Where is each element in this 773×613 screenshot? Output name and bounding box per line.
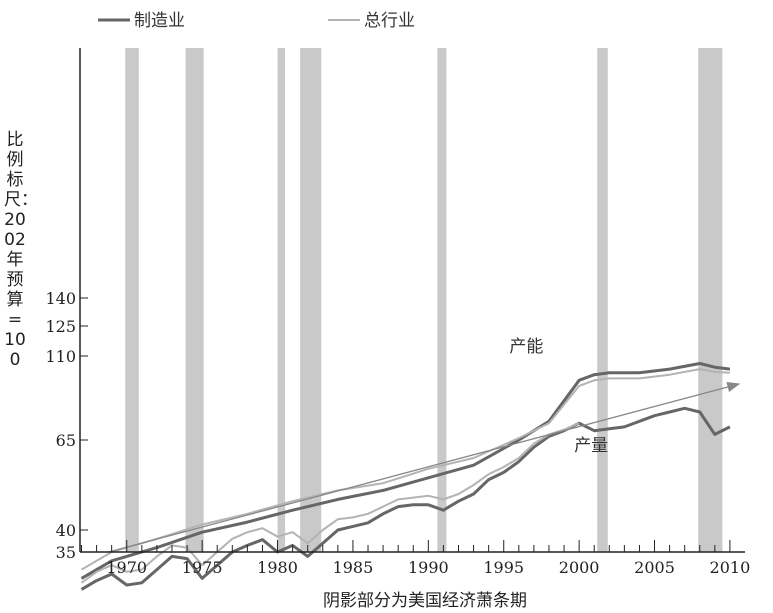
series-line-产能-制造业 <box>80 362 731 580</box>
recession-band <box>437 48 447 552</box>
trend-line-group <box>108 381 741 553</box>
x-tick-label: 1975 <box>182 558 223 577</box>
x-tick-label: 1995 <box>483 558 524 577</box>
x-tick-label: 2010 <box>710 558 751 577</box>
annotation-label: 产量 <box>574 436 608 456</box>
y-tick-label: 110 <box>45 347 76 366</box>
y-tick-label: 140 <box>45 289 76 308</box>
x-tick-label: 1980 <box>257 558 298 577</box>
trend-arrow <box>108 381 741 553</box>
y-tick-label: 125 <box>45 317 76 336</box>
series-line-产量-总行业 <box>80 422 580 584</box>
axes <box>79 48 745 553</box>
legend-label: 制造业 <box>134 11 185 31</box>
legend: 制造业 总行业 <box>98 11 415 31</box>
annotation-label: 产能 <box>509 337 543 357</box>
tick-labels: 1970 1975 1980 1985 1990 1995 2000 2005 2010 35 40… <box>45 289 750 577</box>
x-tick-label: 1970 <box>106 558 147 577</box>
recession-band <box>125 48 139 552</box>
legend-label: 总行业 <box>364 11 415 31</box>
series-lines <box>80 362 731 591</box>
x-tick-label: 1985 <box>333 558 374 577</box>
recession-band <box>277 48 286 552</box>
x-tick-label: 2005 <box>634 558 675 577</box>
recession-band <box>597 48 608 552</box>
y-tick-label: 40 <box>56 521 76 540</box>
y-tick-label: 35 <box>56 543 76 562</box>
recession-band <box>300 48 322 552</box>
x-tick-label: 2000 <box>559 558 600 577</box>
y-tick-label: 65 <box>56 431 76 450</box>
y-axis-title: 比例标尺：2002年预算=100 <box>4 130 38 370</box>
recession-band <box>185 48 204 552</box>
recession-band <box>698 48 723 552</box>
series-line-产量-制造业 <box>80 406 731 591</box>
recession-bands <box>125 48 723 552</box>
x-axis-title: 阴影部分为美国经济萧条期 <box>323 591 527 611</box>
x-tick-label: 1990 <box>408 558 449 577</box>
